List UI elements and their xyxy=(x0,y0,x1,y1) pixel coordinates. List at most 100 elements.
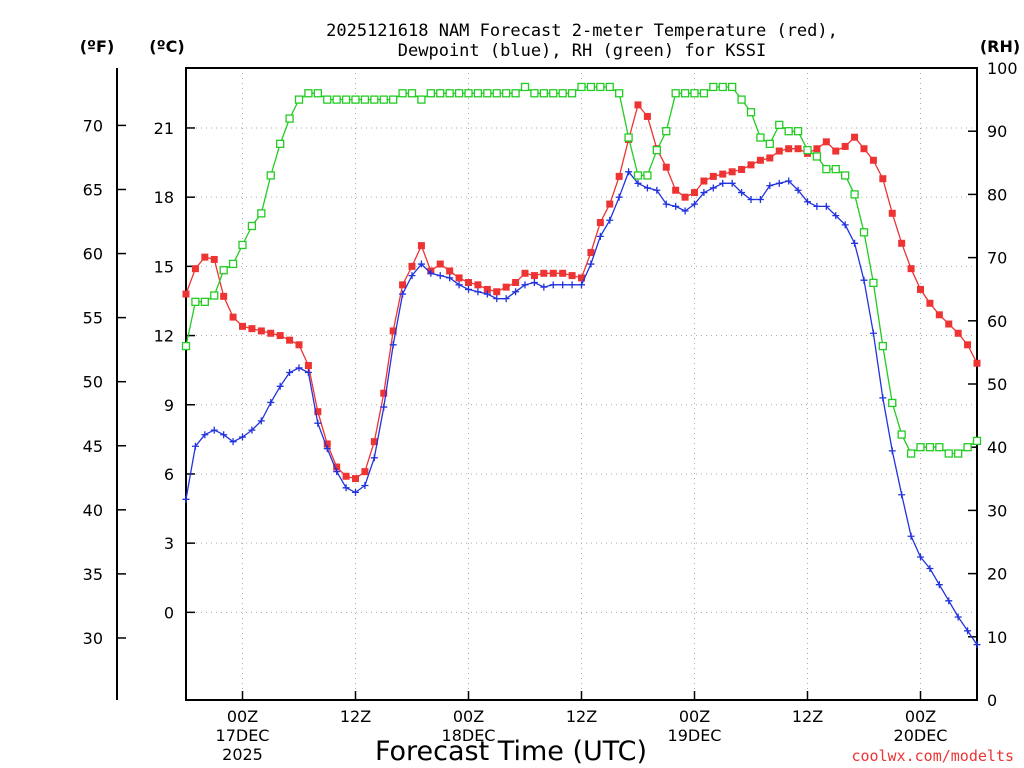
dewpoint-point xyxy=(314,419,322,427)
temperature-point xyxy=(869,156,877,164)
time-tick-label: 12Z xyxy=(340,707,371,726)
rh-point xyxy=(633,171,643,180)
dewpoint-point xyxy=(474,288,482,296)
rh-point xyxy=(454,89,464,98)
rh-point xyxy=(850,190,859,199)
dewpoint-point xyxy=(841,221,849,229)
dewpoint-point xyxy=(775,179,783,187)
x-axis-title: Forecast Time (UTC) xyxy=(375,736,647,767)
temperature-point xyxy=(559,269,567,277)
temperature-point xyxy=(719,170,727,178)
dewpoint-point xyxy=(389,341,397,349)
rh-tick-label: 80 xyxy=(987,185,1007,204)
temperature-point xyxy=(775,147,783,155)
rh-point xyxy=(671,89,680,98)
rh-point xyxy=(238,240,247,250)
temperature-point xyxy=(342,472,350,480)
rh-point xyxy=(492,89,501,98)
temperature-point xyxy=(483,285,491,293)
dewpoint-point xyxy=(898,491,906,499)
dewpoint-point xyxy=(342,484,350,492)
rh-point xyxy=(643,171,652,180)
dewpoint-point xyxy=(549,281,557,289)
temperature-point xyxy=(606,200,614,208)
fahrenheit-tick-label: 45 xyxy=(83,437,103,456)
dewpoint-point xyxy=(888,447,896,455)
rh-tick-label: 40 xyxy=(987,438,1007,457)
dewpoint-series xyxy=(182,168,981,649)
temperature-point xyxy=(530,272,538,280)
temperature-point xyxy=(973,359,981,367)
temperature-point xyxy=(257,327,265,335)
title-line-2: Dewpoint (blue), RH (green) for KSSI xyxy=(398,41,766,61)
temperature-point xyxy=(681,193,689,201)
temperature-point xyxy=(276,332,284,340)
dewpoint-point xyxy=(813,202,821,210)
rh-point xyxy=(586,82,596,92)
temperature-point xyxy=(239,322,246,330)
rh-point xyxy=(906,449,916,458)
rh-point xyxy=(812,152,822,161)
rh-point xyxy=(680,89,690,98)
dewpoint-point xyxy=(455,281,463,289)
temperature-point xyxy=(596,219,604,227)
dewpoint-point xyxy=(794,186,802,194)
temperature-point xyxy=(493,288,501,296)
rh-point xyxy=(285,114,294,123)
dewpoint-point xyxy=(728,179,736,187)
fahrenheit-tick-label: 35 xyxy=(83,565,103,584)
rh-point xyxy=(775,120,784,130)
dewpoint-point xyxy=(869,329,877,337)
rh-point xyxy=(925,443,935,452)
time-tick-label: 12Z xyxy=(566,707,597,726)
temperature-point xyxy=(672,186,680,194)
chart-title: 2025121618 NAM Forecast 2-meter Temperat… xyxy=(326,21,838,61)
rh-point xyxy=(210,291,219,300)
temperature-point xyxy=(417,242,425,250)
rh-point xyxy=(417,95,426,104)
celsius-tick-label: 6 xyxy=(164,465,174,484)
temperature-point xyxy=(643,112,651,120)
temperature-point xyxy=(954,329,962,337)
dewpoint-point xyxy=(935,581,943,589)
temperature-point xyxy=(370,438,378,446)
temperature-point xyxy=(794,145,802,153)
dewpoint-point xyxy=(738,189,746,197)
dewpoint-point xyxy=(530,279,538,287)
rh-tick-label: 90 xyxy=(987,122,1007,141)
rh-point xyxy=(662,127,671,136)
rh-tick-label: 30 xyxy=(987,501,1007,520)
temperature-point xyxy=(851,133,859,141)
rh-point xyxy=(473,89,483,98)
temperature-point xyxy=(352,475,359,483)
celsius-axis: 0 3 6 9 12 15 18 21 xyxy=(154,119,195,622)
temperature-point xyxy=(747,161,755,169)
date-label: 19DEC xyxy=(668,726,722,745)
dewpoint-point xyxy=(879,394,887,402)
celsius-tick-label: 9 xyxy=(164,396,174,415)
rh-point xyxy=(351,95,360,104)
dewpoint-point xyxy=(512,288,520,296)
rh-point xyxy=(737,95,746,104)
rh-point xyxy=(596,82,605,92)
dewpoint-point xyxy=(926,565,934,573)
celsius-tick-label: 15 xyxy=(154,257,174,276)
temperature-point xyxy=(766,154,774,162)
temperature-point xyxy=(832,147,840,155)
rh-point xyxy=(426,89,435,98)
fahrenheit-axis: 30 35 40 45 50 55 60 65 70 xyxy=(83,116,126,648)
dewpoint-point xyxy=(352,488,359,496)
temperature-point xyxy=(304,362,312,370)
rh-point xyxy=(605,82,614,92)
dewpoint-point xyxy=(662,200,670,208)
rh-point xyxy=(502,89,511,98)
fahrenheit-unit-label: (ºF) xyxy=(80,37,115,56)
rh-point xyxy=(577,82,586,92)
rh-point xyxy=(436,89,445,98)
dewpoint-point xyxy=(954,613,962,621)
rh-point xyxy=(389,95,398,104)
dewpoint-point xyxy=(182,495,190,503)
rh-point xyxy=(219,266,228,275)
temperature-point xyxy=(945,320,953,328)
dewpoint-point xyxy=(766,182,774,190)
